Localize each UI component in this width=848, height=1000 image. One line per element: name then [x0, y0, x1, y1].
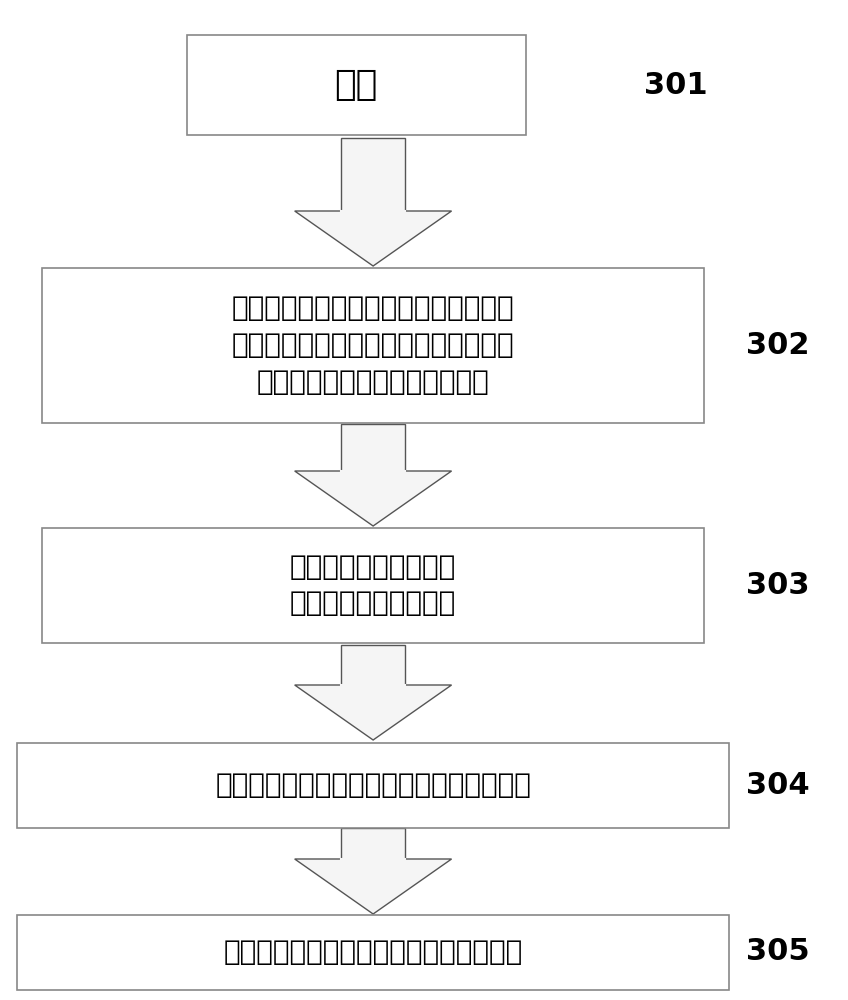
Text: 开始: 开始	[334, 68, 378, 102]
Bar	[42, 267, 704, 422]
Text: 305: 305	[746, 938, 810, 966]
Polygon shape	[295, 859, 451, 914]
Bar	[341, 645, 405, 685]
Text: 获取电池充电状态信息，合理调整充电状态: 获取电池充电状态信息，合理调整充电状态	[215, 771, 531, 799]
Bar	[341, 424, 405, 471]
Bar	[42, 528, 704, 643]
Polygon shape	[295, 211, 451, 266]
Text: 实时监控充电状态和信息，控制充电状态: 实时监控充电状态和信息，控制充电状态	[224, 938, 522, 966]
Text: 301: 301	[644, 70, 708, 100]
Bar	[17, 914, 729, 990]
Text: 303: 303	[746, 570, 810, 599]
Bar	[341, 828, 405, 859]
Bar	[187, 35, 526, 135]
Polygon shape	[295, 471, 451, 526]
Polygon shape	[295, 685, 451, 740]
Text: 获取定时定量充电需求
同时进入预约等待状态: 获取定时定量充电需求 同时进入预约等待状态	[290, 553, 456, 617]
Text: 如对所述定时定量充电流程进行选择，
则根据所设定的时间和电量对车辆进行
充电，否则不进行定时定量充电: 如对所述定时定量充电流程进行选择， 则根据所设定的时间和电量对车辆进行 充电，否…	[232, 294, 515, 396]
Text: 302: 302	[746, 330, 810, 360]
Bar	[341, 138, 405, 211]
Bar	[17, 742, 729, 828]
Text: 304: 304	[746, 770, 810, 800]
